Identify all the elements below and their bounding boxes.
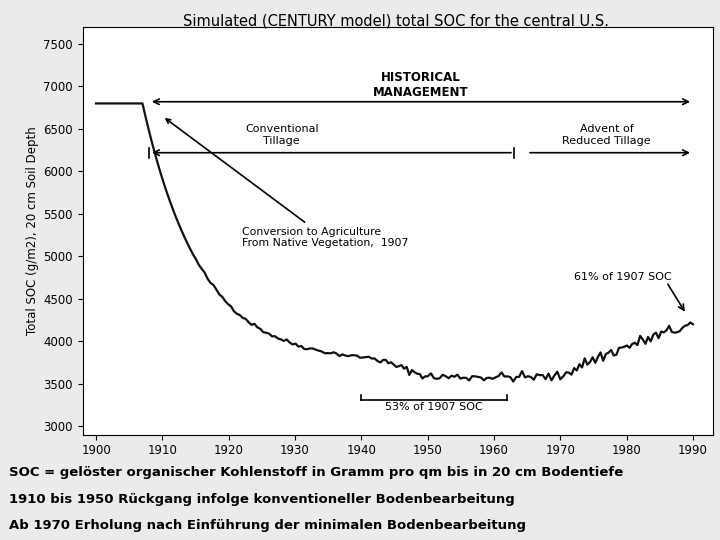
Text: 61% of 1907 SOC: 61% of 1907 SOC [574,272,671,282]
Text: Conventional
Tillage: Conventional Tillage [245,124,318,146]
Text: 1910 bis 1950 Rückgang infolge konventioneller Bodenbearbeitung: 1910 bis 1950 Rückgang infolge konventio… [9,492,514,506]
Y-axis label: Total SOC (g/m2), 20 cm Soil Depth: Total SOC (g/m2), 20 cm Soil Depth [27,126,40,335]
Text: 53% of 1907 SOC: 53% of 1907 SOC [385,402,483,413]
Text: Advent of
Reduced Tillage: Advent of Reduced Tillage [562,124,651,146]
Text: HISTORICAL
MANAGEMENT: HISTORICAL MANAGEMENT [373,71,469,99]
Text: Simulated (CENTURY model) total SOC for the central U.S.: Simulated (CENTURY model) total SOC for … [183,14,609,29]
Text: Ab 1970 Erholung nach Einführung der minimalen Bodenbearbeitung: Ab 1970 Erholung nach Einführung der min… [9,519,526,532]
Text: Conversion to Agriculture
From Native Vegetation,  1907: Conversion to Agriculture From Native Ve… [166,119,408,248]
Text: SOC = gelöster organischer Kohlenstoff in Gramm pro qm bis in 20 cm Bodentiefe: SOC = gelöster organischer Kohlenstoff i… [9,466,623,480]
